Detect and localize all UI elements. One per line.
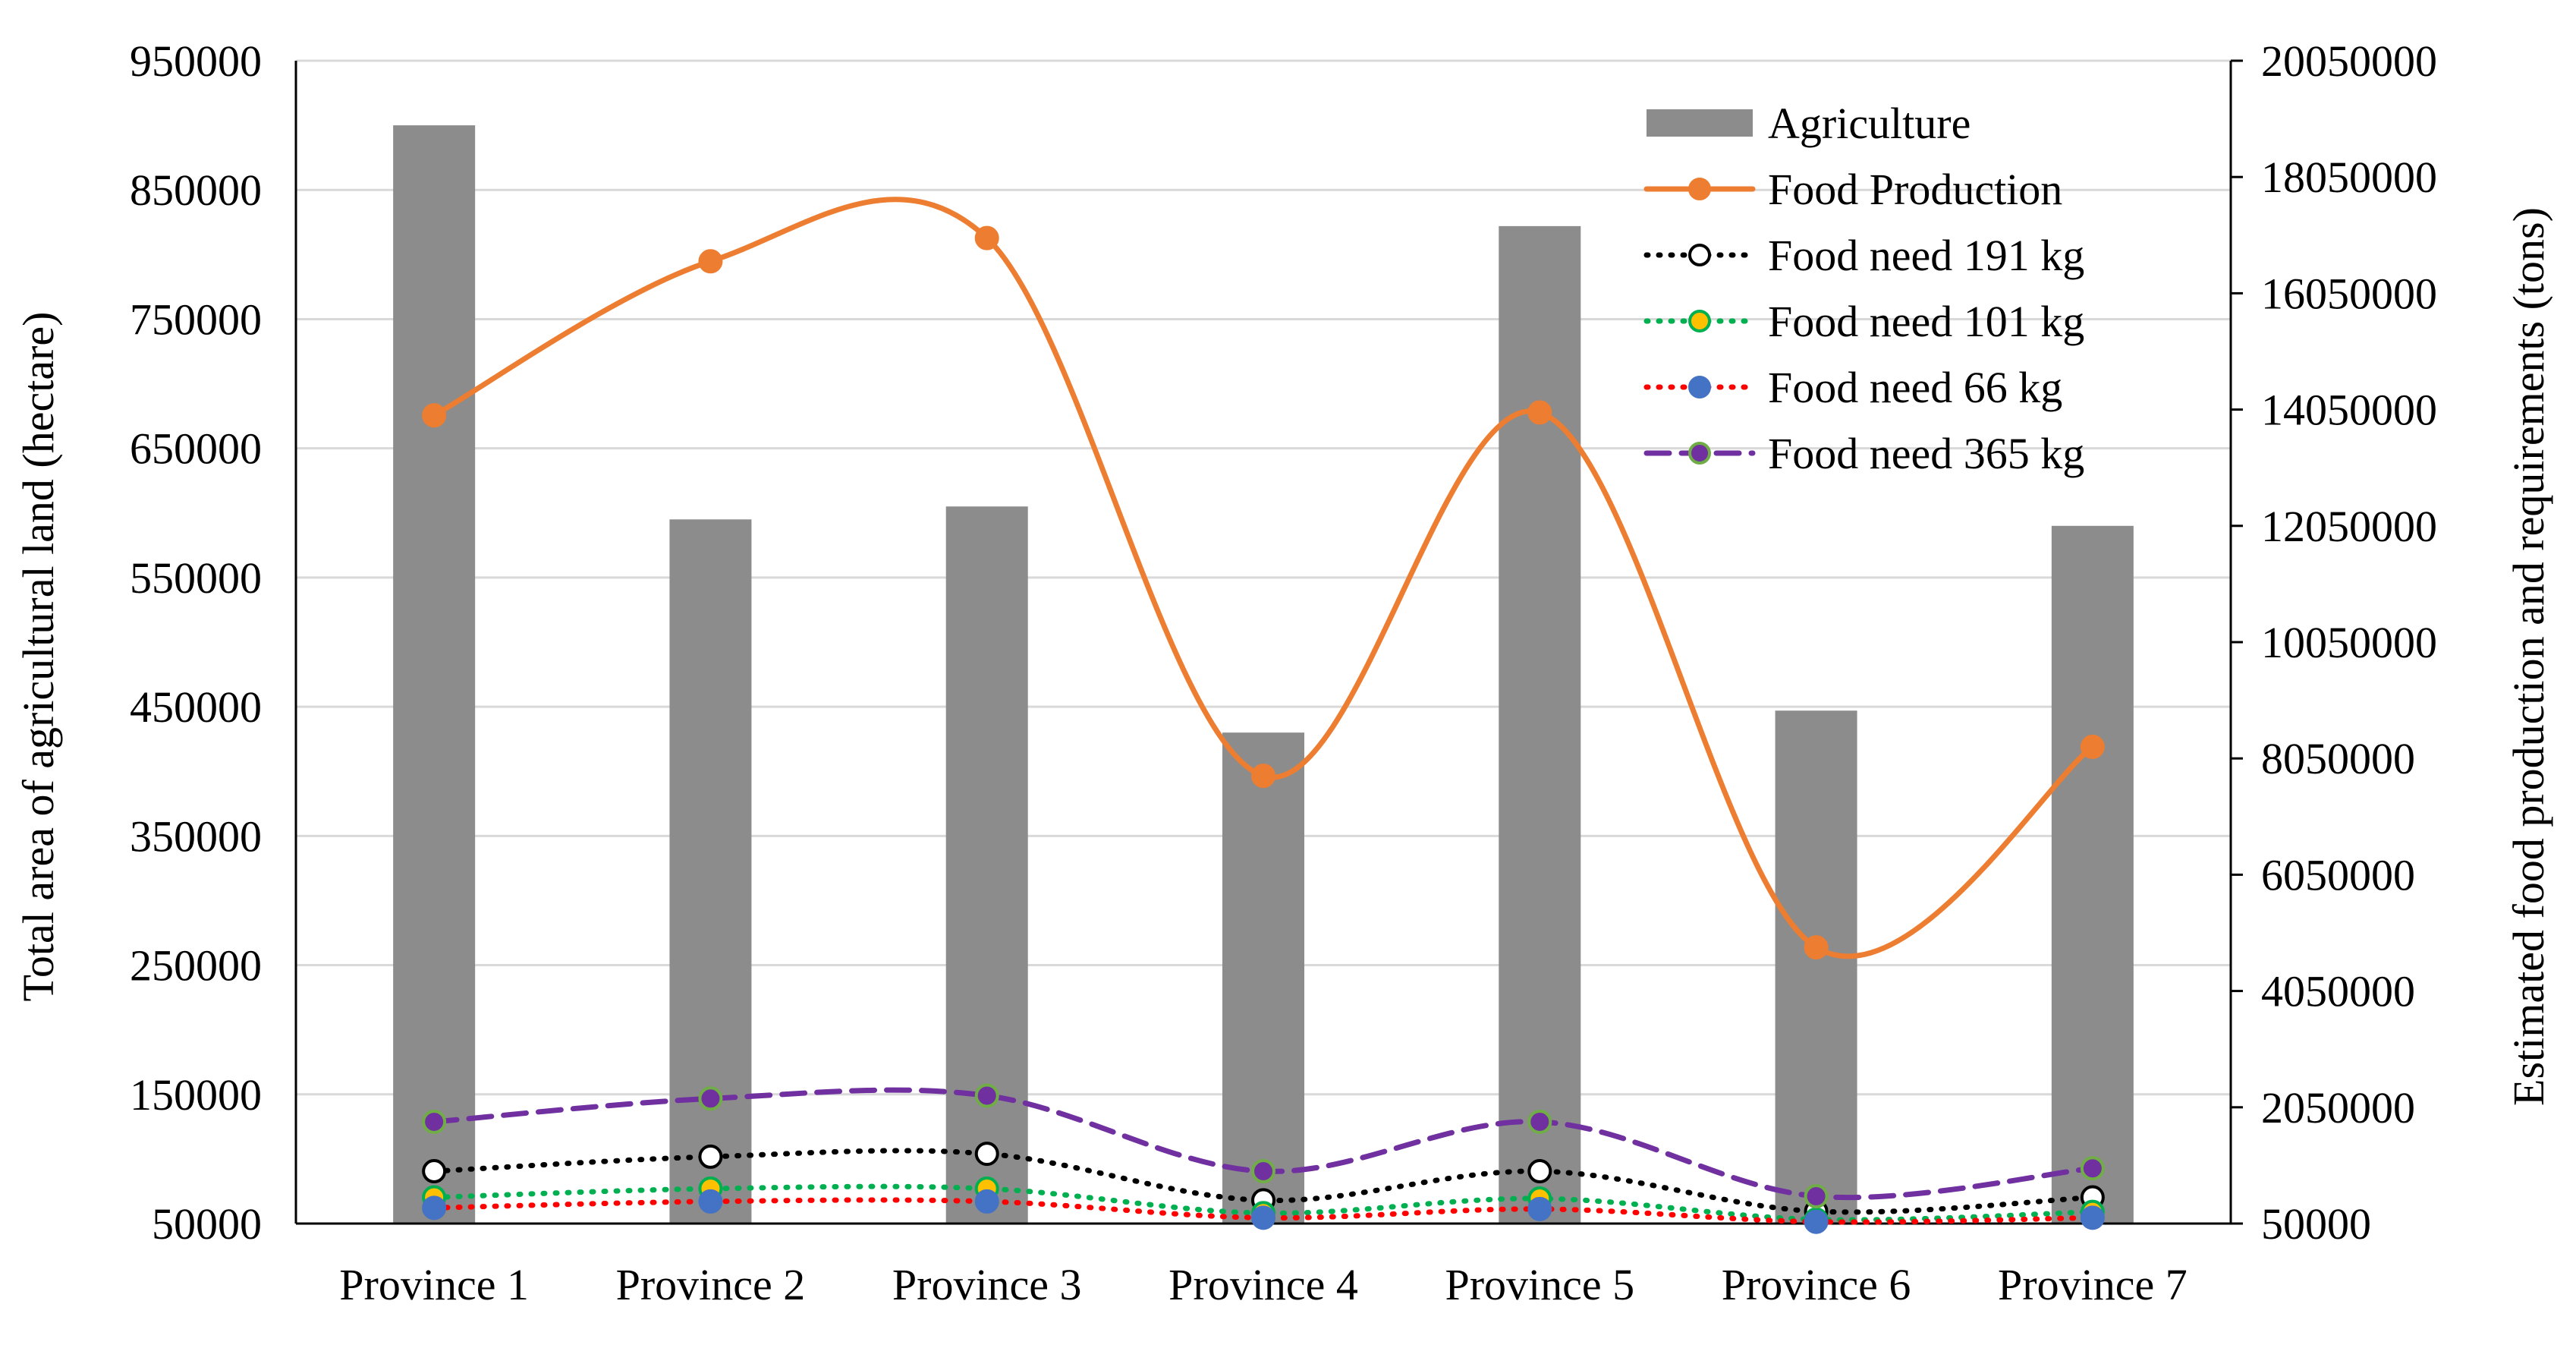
legend-label: Food need 66 kg — [1768, 363, 2062, 412]
legend-marker-food-need-191-kg — [1688, 244, 1711, 266]
point-food-need-365-kg — [1804, 1183, 1829, 1208]
point-food-production — [1804, 935, 1829, 960]
legend-label: Agriculture — [1768, 99, 1971, 148]
point-food-need-66-kg — [1527, 1196, 1552, 1221]
y2-tick-label: 4050000 — [2261, 967, 2415, 1016]
legend-label: Food need 365 kg — [1768, 429, 2084, 478]
y-tick-label: 550000 — [130, 553, 262, 603]
point-food-need-365-kg — [698, 1086, 723, 1111]
axes — [294, 59, 2243, 1225]
bar-agriculture — [393, 125, 476, 1224]
y-tick-label: 950000 — [130, 36, 262, 86]
point-food-need-66-kg — [974, 1189, 999, 1214]
point-food-production — [1527, 400, 1552, 425]
line-series — [422, 197, 2105, 1234]
point-food-production — [974, 225, 999, 250]
x-category-label: Province 3 — [892, 1260, 1082, 1309]
x-category-label: Province 6 — [1722, 1260, 1911, 1309]
x-category-label: Province 5 — [1445, 1260, 1634, 1309]
point-food-production — [2080, 734, 2105, 759]
y2-tick-label: 8050000 — [2261, 734, 2415, 783]
bar-agriculture — [1499, 225, 1581, 1224]
point-food-production — [1251, 764, 1275, 789]
point-food-need-365-kg — [2080, 1156, 2105, 1181]
point-food-need-365-kg — [1527, 1109, 1552, 1134]
legend-swatch-agriculture — [1647, 109, 1753, 137]
point-food-need-365-kg — [422, 1109, 447, 1134]
point-food-need-66-kg — [1804, 1209, 1829, 1234]
y2-tick-label: 14050000 — [2261, 386, 2437, 435]
point-food-need-66-kg — [2080, 1205, 2105, 1230]
bar-agriculture — [2051, 525, 2134, 1224]
bar-agriculture — [945, 506, 1028, 1224]
y2-tick-label: 18050000 — [2261, 153, 2437, 202]
legend-marker-food-need-66-kg — [1688, 376, 1711, 398]
y-tick-label: 850000 — [130, 165, 262, 215]
y2-axis-title: Estimated food production and requiremen… — [2504, 207, 2553, 1106]
point-food-need-66-kg — [422, 1195, 447, 1221]
category-labels: Province 1 Province 2 Province 3 Province 4… — [339, 1260, 2187, 1309]
point-food-need-66-kg — [1251, 1205, 1275, 1230]
y-tick-label: 150000 — [130, 1070, 262, 1120]
y-tick-label: 750000 — [130, 295, 262, 344]
y2-tick-label: 16050000 — [2261, 269, 2437, 318]
bar-agriculture — [1222, 732, 1304, 1224]
legend-marker-food-need-101-kg — [1688, 310, 1711, 332]
y-axis-title: Total area of agricultural land (hectare… — [14, 312, 63, 1002]
point-food-need-191-kg — [974, 1142, 999, 1167]
legend-label: Food need 101 kg — [1768, 297, 2084, 346]
bar-series — [393, 125, 2134, 1224]
x-category-label: Province 4 — [1168, 1260, 1358, 1309]
x-category-label: Province 2 — [616, 1260, 806, 1309]
point-food-need-191-kg — [698, 1144, 723, 1169]
legend: Agriculture Food Production Food need 191 … — [1643, 99, 2084, 478]
bar-agriculture — [669, 519, 752, 1224]
x-category-label: Province 7 — [1998, 1260, 2188, 1309]
y2-tick-label: 50000 — [2261, 1199, 2371, 1249]
point-food-need-191-kg — [1527, 1159, 1552, 1184]
y2-tick-label: 6050000 — [2261, 850, 2415, 899]
legend-label: Food Production — [1768, 165, 2062, 214]
y-tick-label: 350000 — [130, 811, 262, 861]
legend-marker-food-production — [1688, 178, 1711, 200]
point-food-need-365-kg — [1251, 1159, 1275, 1184]
y-tick-label: 450000 — [130, 682, 262, 732]
legend-marker-food-need-365-kg — [1688, 442, 1711, 465]
point-food-need-191-kg — [422, 1159, 447, 1184]
y-tick-label: 50000 — [152, 1199, 262, 1249]
point-food-production — [422, 403, 447, 428]
y2-tick-label: 2050000 — [2261, 1083, 2415, 1132]
point-food-need-66-kg — [698, 1189, 723, 1214]
y-tick-label: 650000 — [130, 424, 262, 474]
bar-agriculture — [1775, 710, 1857, 1224]
y2-tick-label: 12050000 — [2261, 502, 2437, 551]
tick-labels: 950000 850000 750000 650000 550000 450000 3500… — [130, 36, 2437, 1249]
legend-label: Food need 191 kg — [1768, 231, 2084, 280]
y2-tick-label: 20050000 — [2261, 36, 2437, 86]
y2-tick-label: 10050000 — [2261, 618, 2437, 667]
point-food-production — [698, 249, 723, 274]
point-food-need-365-kg — [974, 1083, 999, 1108]
y-tick-label: 250000 — [130, 941, 262, 991]
x-category-label: Province 1 — [339, 1260, 529, 1309]
